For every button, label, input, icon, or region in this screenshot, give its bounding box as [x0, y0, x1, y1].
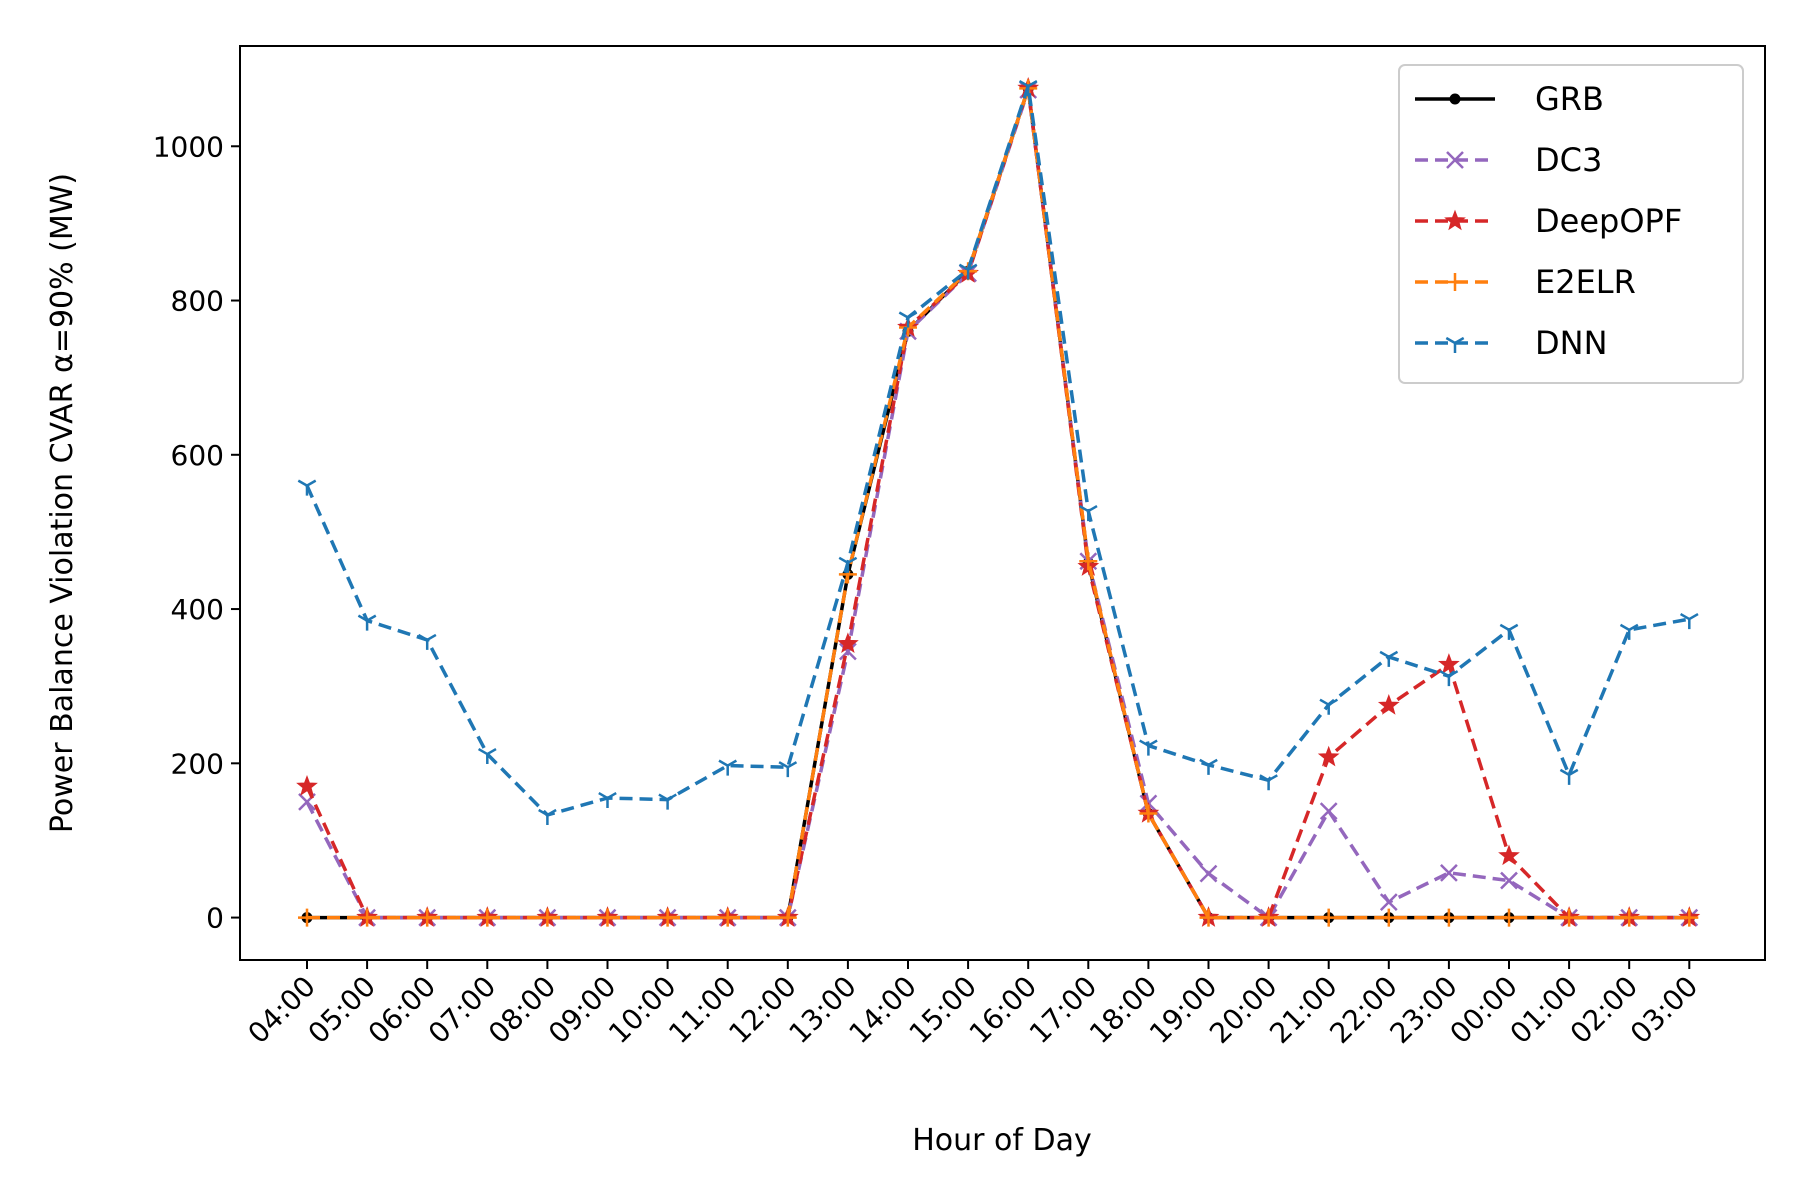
data-point	[478, 908, 497, 927]
data-point	[477, 747, 497, 765]
data-point	[778, 908, 797, 927]
data-point	[1440, 863, 1458, 882]
data-point	[1379, 893, 1398, 912]
legend-item: DeepOPF	[1415, 202, 1682, 240]
data-point	[839, 642, 857, 661]
data-point	[1319, 698, 1339, 715]
series-line	[307, 86, 1690, 920]
legend-label: E2ELR	[1535, 263, 1636, 301]
y-tick-label: 400	[171, 593, 224, 626]
legend-item: E2ELR	[1415, 263, 1636, 301]
data-point	[1018, 80, 1038, 97]
data-point	[898, 311, 918, 328]
legend-label: DNN	[1535, 324, 1608, 362]
data-point	[418, 908, 437, 927]
data-point	[1445, 336, 1465, 353]
data-point	[1259, 908, 1278, 927]
data-point	[1379, 908, 1398, 927]
data-point	[1679, 612, 1699, 630]
series-e2elr	[298, 79, 1699, 927]
data-point	[1446, 151, 1464, 169]
data-point	[1439, 670, 1459, 687]
data-point	[1619, 623, 1639, 640]
data-point	[357, 614, 377, 631]
data-point	[958, 263, 978, 280]
data-point	[1559, 768, 1579, 785]
data-point	[1078, 505, 1098, 522]
data-point	[718, 759, 738, 776]
data-point	[1500, 908, 1518, 927]
legend-box	[1398, 64, 1744, 384]
x-axis-label: Hour of Day	[912, 1123, 1092, 1158]
data-point	[1444, 209, 1466, 231]
data-point	[1319, 908, 1338, 927]
data-point	[1446, 273, 1464, 291]
data-point	[1139, 804, 1158, 823]
legend-label: DeepOPF	[1535, 202, 1682, 240]
y-tick-label: 800	[171, 285, 224, 318]
data-point	[1079, 552, 1098, 571]
data-point	[1377, 694, 1400, 715]
legend-label: DC3	[1535, 141, 1602, 179]
legend-item: DNN	[1415, 324, 1608, 362]
data-point	[296, 775, 318, 796]
data-point	[837, 632, 859, 654]
data-point	[538, 808, 557, 825]
data-point	[1199, 908, 1218, 927]
legend-item: DC3	[1415, 141, 1602, 179]
data-point	[1319, 802, 1338, 821]
data-point	[1438, 653, 1460, 674]
data-point	[1498, 844, 1520, 866]
y-tick-label: 1000	[153, 130, 224, 163]
legend-item: GRB	[1415, 80, 1604, 118]
data-point	[1499, 623, 1519, 640]
y-axis: 0 200 400 600 800 1000	[153, 130, 240, 935]
data-point	[658, 793, 677, 810]
data-point	[838, 556, 858, 573]
data-point	[718, 908, 737, 927]
data-point	[358, 908, 377, 927]
data-point	[1139, 739, 1158, 756]
data-point	[1680, 908, 1699, 927]
data-point	[598, 791, 617, 809]
y-axis-label: Power Balance Violation CVAR α=90% (MW)	[45, 173, 80, 833]
plot-area	[296, 76, 1701, 927]
data-point	[1500, 871, 1518, 890]
data-point	[1439, 908, 1458, 927]
data-point	[538, 908, 557, 927]
data-point	[778, 761, 798, 778]
data-point	[1199, 758, 1218, 775]
series-line	[305, 84, 1690, 817]
data-point	[1199, 864, 1218, 883]
data-point	[1259, 774, 1278, 791]
data-point	[297, 479, 317, 496]
legend-label: GRB	[1535, 80, 1604, 118]
data-point	[598, 908, 617, 927]
data-point	[298, 908, 316, 927]
y-tick-label: 0	[206, 902, 224, 935]
data-point	[1317, 745, 1340, 767]
data-point	[1449, 93, 1461, 105]
data-point	[1560, 908, 1579, 927]
data-point	[1620, 908, 1639, 927]
y-tick-label: 200	[171, 747, 224, 780]
plot-frame	[239, 45, 1766, 961]
legend: GRB DC3 DeepOPF E2ELR DNN	[1398, 64, 1744, 384]
data-point	[417, 633, 437, 650]
data-point	[658, 908, 677, 927]
series-dnn	[297, 80, 1699, 825]
y-tick-label: 600	[171, 439, 224, 472]
data-point	[1379, 650, 1399, 667]
